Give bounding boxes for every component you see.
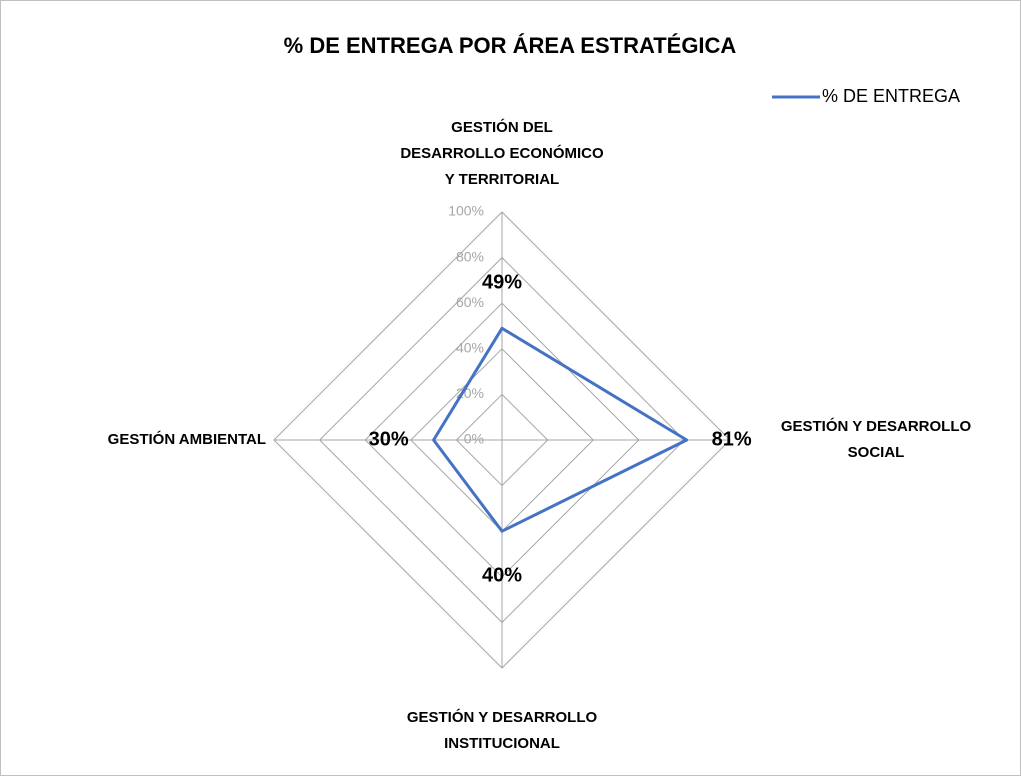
y-tick-label: 0% xyxy=(464,431,484,447)
data-label: 30% xyxy=(369,428,409,450)
category-label: GESTIÓN DEL DESARROLLO ECONÓMICO Y TERRITO… xyxy=(400,118,604,188)
y-tick-label: 100% xyxy=(448,203,484,219)
category-label: GESTIÓN Y DESARROLLO SOCIAL xyxy=(781,417,972,461)
data-label: 81% xyxy=(712,428,752,450)
series-line xyxy=(432,326,689,533)
y-tick-label: 60% xyxy=(456,294,484,310)
data-label: 40% xyxy=(482,564,522,586)
y-tick-label: 40% xyxy=(456,340,484,356)
y-tick-label: 80% xyxy=(456,248,484,264)
y-tick-label: 20% xyxy=(456,385,484,401)
category-label: GESTIÓN AMBIENTAL xyxy=(108,430,266,448)
data-label: 49% xyxy=(482,272,522,294)
legend-label: % DE ENTREGA xyxy=(822,86,960,106)
category-label: GESTIÓN Y DESARROLLO INSTITUCIONAL xyxy=(407,708,598,752)
chart-title: % DE ENTREGA POR ÁREA ESTRATÉGICA xyxy=(284,33,737,58)
